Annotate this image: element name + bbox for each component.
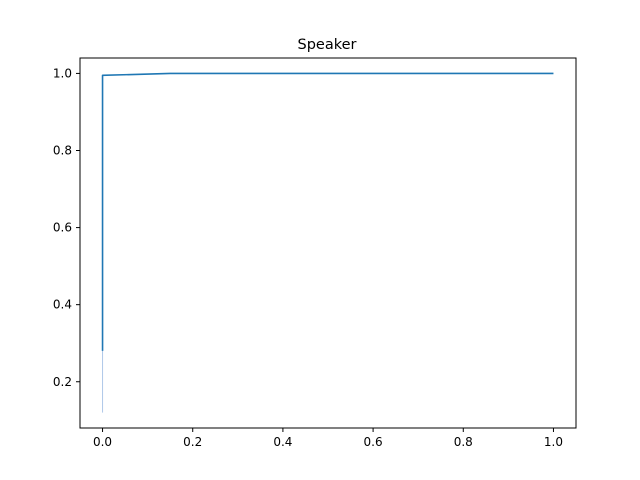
x-tick-label: 1.0 [544, 435, 563, 449]
chart-title: Speaker [298, 37, 357, 53]
y-tick-label: 0.6 [53, 221, 72, 235]
y-tick-label: 1.0 [53, 66, 72, 80]
y-tick-label: 0.4 [53, 298, 72, 312]
x-tick-label: 0.4 [273, 435, 292, 449]
x-tick-label: 0.8 [454, 435, 473, 449]
x-tick-label: 0.2 [183, 435, 202, 449]
series-line-0 [101, 72, 554, 351]
x-tick-label: 0.6 [364, 435, 383, 449]
x-tick-label: 0.0 [93, 435, 112, 449]
y-tick-label: 0.2 [53, 375, 72, 389]
y-axis: 0.2 0.4 0.6 0.8 1.0 [53, 66, 80, 389]
y-tick-label: 0.8 [53, 144, 72, 158]
plot-area [101, 72, 554, 413]
plot-frame [79, 57, 577, 429]
x-axis: 0.0 0.2 0.4 0.6 0.8 1.0 [93, 428, 563, 449]
